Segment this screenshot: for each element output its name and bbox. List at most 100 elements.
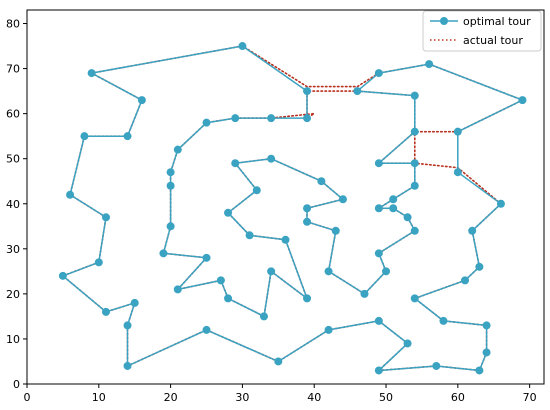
city-point [353,87,362,96]
city-point [324,325,333,334]
y-tick-label: 60 [6,108,20,121]
x-tick-label: 30 [235,391,249,404]
city-point [231,114,240,123]
city-point [303,217,312,226]
city-point [518,96,527,105]
city-point [166,168,175,177]
city-point [382,267,391,276]
legend: optimal tour actual tour [422,10,542,52]
city-point [410,181,419,190]
city-point [173,285,182,294]
city-point [374,249,383,258]
city-point [482,348,491,357]
y-tick-label: 70 [6,63,20,76]
city-point [425,60,434,69]
city-point [496,199,505,208]
city-point [267,114,276,123]
legend-actual-label: actual tour [463,34,523,47]
city-point [202,325,211,334]
city-point [453,127,462,136]
plot-area [26,9,545,385]
city-point [374,204,383,213]
city-point [439,316,448,325]
city-point [338,195,347,204]
city-point [403,339,412,348]
city-point [475,262,484,271]
city-point [303,294,312,303]
city-point [374,159,383,168]
city-point [58,271,67,280]
city-point [324,267,333,276]
optimal-tour-line [62,45,524,372]
city-point [159,249,168,258]
city-point [482,321,491,330]
axis-ticks: 0 10 20 30 40 50 60 70 0 10 20 30 40 50 60 70 80 [6,18,537,404]
city-point [410,159,419,168]
city-point [267,154,276,163]
city-point [202,253,211,262]
x-tick-label: 10 [92,391,106,404]
city-point [137,96,146,105]
y-tick-label: 20 [6,288,20,301]
city-point [202,118,211,127]
city-point [303,114,312,123]
city-point [281,235,290,244]
x-tick-label: 20 [164,391,178,404]
city-point [374,69,383,78]
city-point [80,132,89,141]
city-point [231,159,240,168]
y-tick-label: 30 [6,243,20,256]
city-point [123,361,132,370]
x-tick-label: 40 [307,391,321,404]
legend-optimal-label: optimal tour [463,15,531,28]
city-point [267,267,276,276]
y-tick-label: 40 [6,198,20,211]
city-point [303,87,312,96]
city-point [238,42,247,51]
city-point [245,231,254,240]
city-point [94,258,103,267]
city-point [224,294,233,303]
city-point [303,204,312,213]
city-point [123,321,132,330]
city-point [166,222,175,231]
city-point [101,213,110,222]
city-point [374,316,383,325]
city-point [274,357,283,366]
city-point [252,186,261,195]
city-point [331,226,340,235]
y-tick-label: 10 [6,333,20,346]
y-tick-label: 80 [6,18,20,31]
x-tick-label: 60 [451,391,465,404]
city-point [432,361,441,370]
city-point [403,213,412,222]
y-tick-label: 0 [13,378,20,391]
city-point [360,289,369,298]
city-point [468,226,477,235]
city-point [410,226,419,235]
x-tick-label: 70 [523,391,537,404]
city-point [374,366,383,375]
city-point [475,366,484,375]
x-tick-label: 50 [379,391,393,404]
y-tick-label: 50 [6,153,20,166]
city-point [410,91,419,100]
city-point [389,204,398,213]
city-point [410,294,419,303]
city-point [123,132,132,141]
city-point [317,177,326,186]
city-point [173,145,182,154]
city-point [166,181,175,190]
legend-optimal-swatch-marker [440,17,448,25]
city-point [87,69,96,78]
city-point [389,195,398,204]
city-point [101,307,110,316]
city-point [259,312,268,321]
city-point [216,276,225,285]
city-point [224,208,233,217]
city-point [461,276,470,285]
city-point [453,168,462,177]
city-point [410,127,419,136]
x-tick-label: 0 [24,391,31,404]
